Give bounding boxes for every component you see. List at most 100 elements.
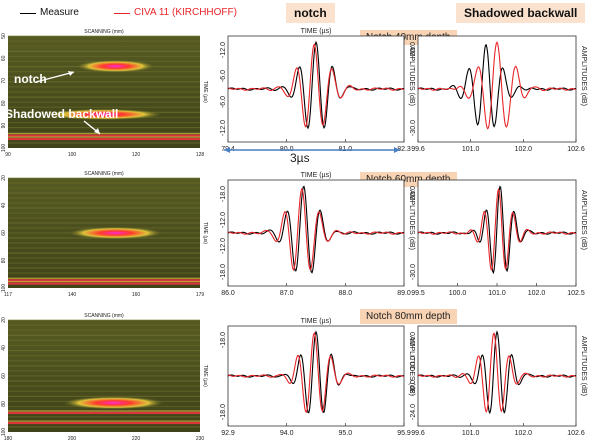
- bscan-xtick: 200: [68, 436, 77, 442]
- backwall-band-edge: [8, 420, 200, 422]
- annotations: notch Shadowed backwall 3µs: [5, 71, 400, 165]
- ascan-5: TIME (µs) AMPLITUDES (dB) 92.9 94.0 95.0 95.9…: [220, 318, 415, 437]
- bscan-ytick: 80: [1, 401, 7, 407]
- bscan-2: SCANNING (mm) 117 140 160 179 20 40 60 80 100 TIME…: [1, 171, 208, 298]
- bscan-xtick: 230: [196, 436, 205, 442]
- bscan-xtick: 220: [132, 436, 141, 442]
- backwall-band-edge: [8, 277, 200, 279]
- ascan-xtick: 102.6: [567, 146, 585, 153]
- ascan-series-measure: [227, 40, 405, 130]
- ascan-xtick: 88.0: [339, 290, 353, 297]
- echo-blob: [63, 396, 164, 410]
- ascan-series-civa: [417, 187, 577, 271]
- delta-arrow-right: [394, 147, 400, 153]
- bscan-ytick: 40: [1, 345, 7, 351]
- bscan-xtick: 180: [4, 436, 13, 442]
- bscan-ytick: 100: [1, 284, 7, 293]
- backwall-band-edge: [8, 133, 200, 135]
- backwall-band: [8, 279, 200, 282]
- bscan-ytick: 40: [1, 203, 7, 209]
- ascan-xtick: 82.3: [397, 146, 411, 153]
- echo-blob: [77, 60, 154, 73]
- ascan-xlabel: TIME (µs): [301, 172, 332, 179]
- ascan-xtick: 100.0: [449, 290, 467, 297]
- bscan-ytick: 60: [1, 373, 7, 379]
- legend-civa-swatch: [114, 13, 130, 14]
- ascan-ylabel: AMPLITUDES (dB): [580, 190, 587, 250]
- header-notch: notch: [286, 3, 335, 23]
- ascan-ytick: -30.0: [410, 264, 417, 280]
- ascan-3: TIME (µs) AMPLITUDES (dB) 86.0 87.0 88.0 89.0…: [220, 172, 415, 297]
- legend-civa-label: CIVA 11 (KIRCHHOFF): [134, 7, 237, 18]
- ascan-xtick: 102.0: [515, 146, 533, 153]
- delta-label: 3µs: [290, 151, 310, 165]
- ascan-series-measure: [417, 330, 576, 415]
- backwall-band: [8, 137, 200, 141]
- ascan-ytick: -12.0: [220, 238, 227, 254]
- ascan-ylabel: AMPLITUDES (dB): [408, 336, 415, 396]
- ascan-ytick: -12.0: [220, 212, 227, 228]
- ascan-ytick: -18.0: [220, 264, 227, 280]
- ascan-1: TIME (µs)AMPLITUDES (dB)79.480.081.082.3…: [220, 28, 415, 153]
- backwall-band-edge: [8, 410, 200, 412]
- ascan-xtick: 101.0: [462, 430, 480, 437]
- notch-arrow: [35, 71, 75, 83]
- ascan-xtick: 92.9: [221, 430, 235, 437]
- ascan-xtick: 89.0: [397, 290, 411, 297]
- ascan-xtick: 95.9: [397, 430, 411, 437]
- bscan-xtick: 90: [5, 152, 11, 158]
- bscan-ytick: 100: [1, 428, 7, 437]
- ascan-ytick: -12.0: [220, 42, 227, 58]
- ascan-ytick: -30.0: [410, 42, 417, 58]
- bscan-ytick: 20: [1, 175, 7, 181]
- ascan-ylabel: AMPLITUDES (dB): [580, 46, 587, 106]
- legend: Measure CIVA 11 (KIRCHHOFF): [2, 1, 248, 25]
- ascan-xtick: 101.0: [462, 146, 480, 153]
- echo-blob: [46, 108, 162, 120]
- bscan-ytick: 70: [1, 78, 7, 84]
- bscan-3: SCANNING (mm) 180 200 220 230 20 40 60 80 100 TIME…: [1, 313, 208, 442]
- bscan-ytick: 80: [1, 100, 7, 106]
- backwall-label: Shadowed backwall: [5, 107, 118, 121]
- bscan-xtick: 128: [196, 152, 205, 158]
- ascan-ytick: -18.0: [220, 332, 227, 348]
- bscan-title: SCANNING (mm): [84, 313, 124, 319]
- ascan-ytick: -30.0: [410, 380, 417, 396]
- bscan-ytick: 60: [1, 230, 7, 236]
- legend-measure-swatch: [20, 13, 36, 14]
- bscan-ytick: 80: [1, 258, 7, 264]
- ascan-xlabel: TIME (µs): [301, 318, 332, 325]
- ascan-6: AMPLITUDES (dB) 99.6 101.0 102.0 102.6 -24.0 -…: [410, 325, 587, 437]
- group-tag-80mm: Notch 80mm depth: [360, 309, 457, 324]
- ascan-ytick: -6.0: [220, 96, 227, 108]
- ascan-xtick: 87.0: [280, 290, 294, 297]
- ascan-ytick: -6.0: [220, 70, 227, 82]
- notch-arrowhead: [68, 71, 74, 76]
- backwall-band: [8, 411, 200, 415]
- bscan-xtick: 160: [132, 292, 141, 298]
- ascan-ylabel: AMPLITUDES (dB): [408, 190, 415, 250]
- ascan-4: AMPLITUDES (dB) 99.5 100.0 101.0 102.0 102.5 -…: [410, 179, 587, 297]
- bscan-xtick: 117: [4, 292, 12, 298]
- ascan-series-civa: [227, 331, 405, 414]
- delta-arrow-left: [224, 147, 230, 153]
- ascan-ytick: -30.0: [410, 356, 417, 372]
- ascan-series-civa: [417, 332, 577, 414]
- ascan-series-measure: [417, 185, 577, 275]
- ascan-series-civa: [227, 43, 405, 128]
- backwall-band: [8, 134, 200, 137]
- ascan-xlabel: TIME (µs): [301, 28, 332, 35]
- bscan-ytick: 90: [1, 123, 7, 129]
- ascan-series-civa: [227, 188, 405, 271]
- ascan-xtick: 102.6: [567, 430, 585, 437]
- ascan-series-civa: [417, 41, 577, 130]
- ascan-xtick: 86.0: [221, 290, 235, 297]
- header-backwall: Shadowed backwall: [456, 3, 586, 23]
- bscan-ytick: 20: [1, 317, 7, 323]
- ascan-ytick: -30.0: [410, 120, 417, 136]
- ascan-ylabel: AMPLITUDES (dB): [580, 336, 587, 396]
- bscan-ytick: 100: [1, 144, 7, 153]
- ascan-xtick: 102.0: [528, 290, 546, 297]
- bscan-axis-label: TIME (µs): [202, 222, 208, 244]
